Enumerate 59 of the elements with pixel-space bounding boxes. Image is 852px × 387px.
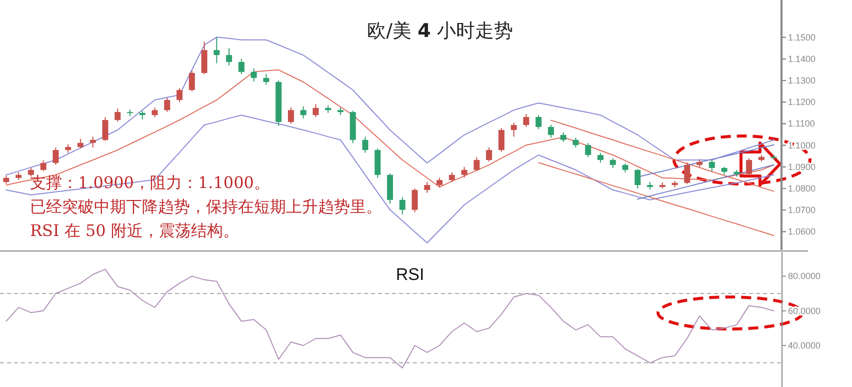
- annotation: 支撑：1.0900，阻力：1.1000。: [30, 173, 270, 192]
- annotation: 已经突破中期下降趋势，保持在短期上升趋势里。: [30, 197, 382, 216]
- y-tick-label: 1.1500: [788, 32, 816, 42]
- candlestick: [40, 160, 46, 172]
- y-tick-label: 60.0000: [788, 306, 821, 316]
- y-tick-label: 40.0000: [788, 340, 821, 350]
- candlestick: [362, 136, 368, 154]
- candlestick: [746, 158, 752, 176]
- candlestick: [263, 74, 270, 86]
- candlestick: [448, 172, 455, 182]
- candlestick: [597, 152, 604, 164]
- candlestick: [424, 181, 430, 194]
- y-tick-label: 1.1100: [788, 118, 815, 129]
- candlestick: [300, 106, 306, 119]
- y-tick-label: 1.1200: [788, 97, 816, 108]
- candlestick: [548, 124, 554, 138]
- candlestick: [585, 142, 592, 158]
- candlestick: [436, 177, 443, 188]
- candlestick: [510, 122, 517, 138]
- candlestick: [102, 116, 108, 142]
- candlestick: [572, 137, 579, 148]
- candlestick: [634, 168, 641, 189]
- y-tick-label: 1.0600: [788, 226, 816, 237]
- candlestick: [412, 188, 418, 213]
- candlestick: [610, 158, 616, 168]
- candlestick: [152, 107, 158, 118]
- candlestick: [164, 97, 170, 112]
- y-tick-label: 1.1300: [788, 76, 816, 86]
- candlestick: [536, 114, 542, 130]
- y-tick-label: 1.0700: [788, 205, 816, 216]
- candlestick: [250, 68, 257, 82]
- text: RSI: [396, 265, 424, 284]
- candlestick: [238, 58, 244, 75]
- candlestick: [90, 136, 96, 148]
- candlestick: [288, 107, 294, 124]
- candlestick: [77, 138, 84, 150]
- candlestick: [486, 146, 492, 162]
- line-series: [6, 268, 774, 368]
- text: 欧/美 4 小时走势: [367, 20, 513, 42]
- candlestick: [560, 132, 566, 143]
- candlestick: [684, 162, 690, 185]
- annotation: RSI 在 50 附近，震荡结构。: [30, 221, 239, 240]
- candlestick: [399, 196, 406, 215]
- candlestick: [52, 146, 59, 166]
- y-tick-label: 1.1400: [788, 54, 816, 64]
- candlestick: [474, 156, 480, 172]
- candlestick: [201, 41, 208, 75]
- candlestick: [461, 166, 468, 178]
- candlestick: [188, 70, 195, 92]
- y-tick-label: 80.0000: [788, 271, 821, 282]
- candlestick: [114, 108, 121, 122]
- candlestick: [312, 104, 319, 118]
- candlestick: [176, 88, 183, 103]
- candlestick: [498, 128, 504, 152]
- candlestick: [226, 48, 232, 66]
- candlestick: [214, 36, 220, 64]
- candlestick: [708, 160, 715, 172]
- y-tick-label: 1.0800: [788, 183, 816, 194]
- candlestick: [523, 113, 530, 128]
